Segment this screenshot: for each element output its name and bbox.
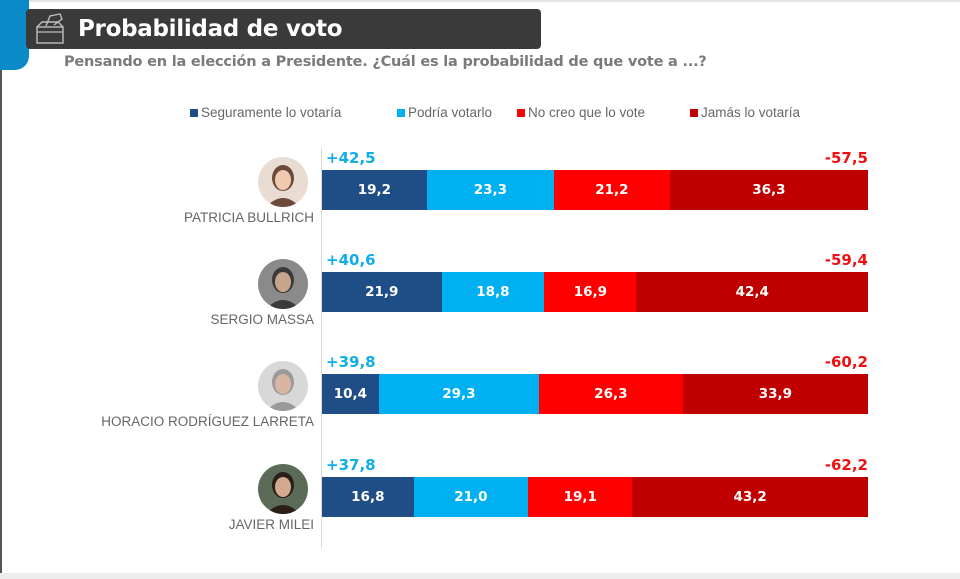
- bar-segment: 33,9: [682, 374, 868, 414]
- frame-bottom-border: [0, 573, 960, 579]
- candidate-name: SERGIO MASSA: [210, 312, 314, 327]
- candidate-avatar: [258, 259, 308, 309]
- candidate-name: PATRICIA BULLRICH: [183, 210, 314, 225]
- legend-swatch: [690, 108, 698, 117]
- bar-value-label: 21,9: [365, 284, 399, 300]
- bar-value-label: 21,2: [595, 182, 629, 198]
- bar-segment: 42,4: [636, 272, 868, 312]
- legend-label: Podría votarlo: [408, 105, 493, 120]
- frame-left-border: [0, 0, 2, 579]
- negative-total-label: -59,4: [824, 251, 868, 269]
- chart-subtitle: Pensando en la elección a Presidente. ¿C…: [64, 54, 707, 70]
- bar-value-label: 26,3: [594, 386, 628, 402]
- legend-swatch: [190, 108, 198, 117]
- negative-total-label: -57,5: [824, 149, 868, 167]
- bar-value-label: 42,4: [735, 284, 769, 300]
- legend-swatch: [397, 108, 405, 117]
- bar-segment: 19,1: [528, 477, 633, 517]
- legend-label: Seguramente lo votaría: [201, 105, 342, 120]
- stacked-bar: 16,8 21,0 19,1 43,2: [322, 477, 868, 517]
- bar-value-label: 10,4: [333, 386, 368, 402]
- positive-total-label: +37,8: [326, 456, 376, 474]
- bar-segment: 23,3: [426, 170, 555, 210]
- bar-value-label: 23,3: [473, 182, 508, 198]
- negative-total-label: -62,2: [824, 456, 868, 474]
- candidate-name: JAVIER MILEI: [228, 517, 314, 532]
- bar-value-label: 33,9: [758, 386, 792, 402]
- stacked-bar: 19,2 23,3 21,2 36,3: [322, 170, 868, 210]
- bar-value-label: 29,3: [442, 386, 476, 402]
- candidate-avatar: [258, 464, 308, 514]
- legend-item: Jamás lo votaría: [690, 105, 800, 120]
- bar-segment: 19,2: [322, 170, 427, 210]
- person-photo-icon: [258, 259, 308, 309]
- ballot-box-icon: [36, 13, 64, 44]
- bar-value-label: 18,8: [476, 284, 510, 300]
- positive-total-label: +42,5: [326, 149, 376, 167]
- frame-top-border: [0, 0, 960, 2]
- legend-swatch: [517, 108, 525, 117]
- bar-segment: 43,2: [632, 477, 868, 517]
- bar-value-label: 16,9: [573, 284, 607, 300]
- bar-segment: 21,2: [554, 170, 670, 210]
- positive-total-label: +40,6: [326, 251, 376, 269]
- bar-value-label: 21,0: [454, 489, 488, 505]
- legend-item: Seguramente lo votaría: [190, 105, 341, 120]
- legend-label: Jamás lo votaría: [701, 105, 801, 120]
- stacked-bar: 10,4 29,3 26,3 33,9: [322, 374, 868, 414]
- person-photo-icon: [258, 361, 308, 411]
- bar-value-label: 16,8: [351, 489, 385, 505]
- legend-label: No creo que lo vote: [528, 105, 646, 120]
- bar-value-label: 19,2: [357, 182, 392, 198]
- bar-segment: 21,0: [413, 477, 529, 517]
- accent-tab: [0, 0, 29, 70]
- candidate-row: JAVIER MILEI +37,8 -62,2 16,8 21,0 19,1 43,2: [0, 0, 960, 532]
- title-bar: Probabilidad de voto: [26, 9, 541, 49]
- bar-segment: 18,8: [441, 272, 545, 312]
- candidate-row: HORACIO RODRÍGUEZ LARRETA +39,8 -60,2 10,4 2…: [0, 0, 960, 429]
- candidate-row: SERGIO MASSA +40,6 -59,4 21,9 18,8 16,9 42,4: [0, 0, 960, 327]
- legend-item: Podría votarlo: [397, 105, 492, 120]
- bar-segment: 16,8: [322, 477, 414, 517]
- bar-segment: 29,3: [378, 374, 539, 414]
- bar-value-label: 36,3: [752, 182, 786, 198]
- candidate-name: HORACIO RODRÍGUEZ LARRETA: [101, 414, 314, 429]
- bar-segment: 10,4: [322, 374, 379, 414]
- bar-segment: 16,9: [544, 272, 637, 312]
- candidate-avatar: [258, 157, 308, 207]
- bar-segment: 36,3: [669, 170, 868, 210]
- candidate-row: PATRICIA BULLRICH +42,5 -57,5 19,2 23,3 21,2 3…: [0, 0, 960, 225]
- legend-item: No creo que lo vote: [517, 105, 645, 120]
- bar-value-label: 19,1: [563, 489, 597, 505]
- candidate-avatar: [258, 361, 308, 411]
- axis-line: [321, 148, 322, 548]
- stacked-bar: 21,9 18,8 16,9 42,4: [322, 272, 868, 312]
- bar-segment: 26,3: [538, 374, 683, 414]
- bar-segment: 21,9: [322, 272, 442, 312]
- bar-value-label: 43,2: [733, 489, 767, 505]
- person-photo-icon: [258, 464, 308, 514]
- negative-total-label: -60,2: [824, 353, 868, 371]
- positive-total-label: +39,8: [326, 353, 376, 371]
- person-photo-icon: [258, 157, 308, 207]
- page-title: Probabilidad de voto: [78, 16, 343, 42]
